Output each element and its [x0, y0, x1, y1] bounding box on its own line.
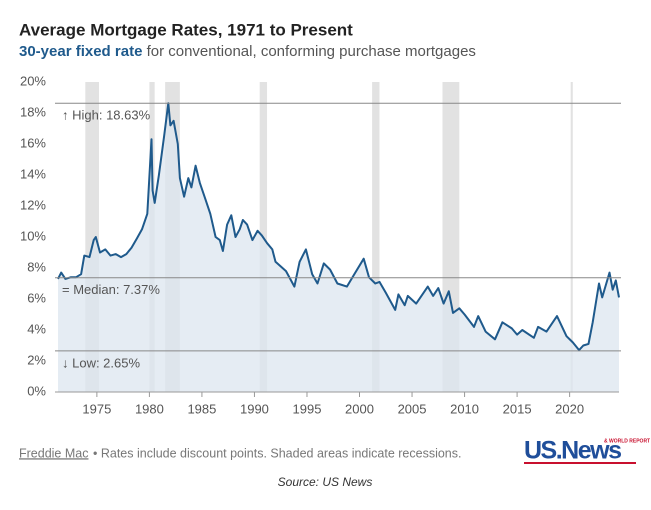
- caption: Source: US News: [278, 475, 373, 489]
- x-tick-label: 1975: [82, 401, 111, 416]
- logo-bar: [524, 462, 636, 464]
- plot: 0% 2% 4% 6% 8% 10% 12% 14% 16% 18% 20% 1975 1980 1985…: [20, 73, 621, 416]
- x-tick-label: 2000: [345, 401, 374, 416]
- subtitle: for conventional, conforming purchase mo…: [147, 43, 476, 60]
- logo-small: & WORLD REPORT: [604, 438, 650, 444]
- reference-label: ↓ Low: 2.65%: [62, 355, 140, 370]
- reference-label: = Median: 7.37%: [62, 282, 160, 297]
- subtitle-bold: 30-year fixed rate: [19, 43, 142, 60]
- y-tick-label: 4%: [27, 321, 46, 336]
- logo-bg: [524, 438, 636, 464]
- x-tick-label: 2015: [503, 401, 532, 416]
- y-tick-label: 10%: [20, 228, 46, 243]
- source-link[interactable]: Freddie Mac: [19, 446, 88, 460]
- y-tick-label: 6%: [27, 290, 46, 305]
- logo: US.News & WORLD REPORT: [524, 437, 650, 465]
- x-tick-label: 1990: [240, 401, 269, 416]
- area: [58, 103, 619, 392]
- rate-line: [57, 102, 620, 352]
- y-tick-label: 16%: [20, 135, 46, 150]
- x-tick-label: 2010: [450, 401, 479, 416]
- y-tick-label: 12%: [20, 197, 46, 212]
- y-tick-label: 18%: [20, 104, 46, 119]
- x-tick-label: 2020: [555, 401, 584, 416]
- logo-text: US.News: [524, 437, 621, 465]
- y-tick-label: 8%: [27, 259, 46, 274]
- y-tick-label: 2%: [27, 352, 46, 367]
- y-tick-label: 14%: [20, 166, 46, 181]
- x-tick-label: 1985: [187, 401, 216, 416]
- y-tick-label: 20%: [20, 73, 46, 88]
- footnote: • Rates include discount points. Shaded …: [93, 446, 461, 460]
- recession-band: [570, 82, 573, 392]
- x-tick-label: 1995: [293, 401, 322, 416]
- reference-label: ↑ High: 18.63%: [62, 108, 151, 123]
- x-tick-label: 2005: [398, 401, 427, 416]
- y-tick-label: 0%: [27, 383, 46, 398]
- chart-title: Average Mortgage Rates, 1971 to Present: [19, 20, 353, 39]
- chart-subtitle: 30-year fixed rate for conventional, con…: [19, 43, 476, 60]
- recession-band: [372, 82, 380, 392]
- x-tick-label: 1980: [135, 401, 164, 416]
